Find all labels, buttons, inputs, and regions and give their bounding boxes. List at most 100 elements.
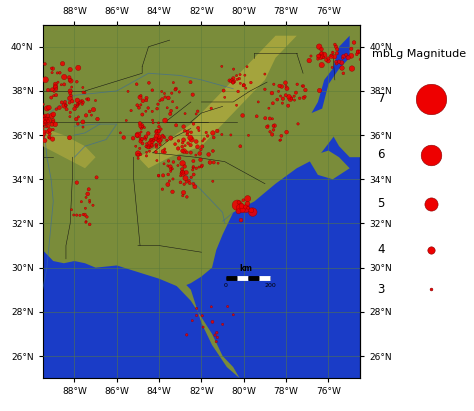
Point: [80, 89, 87, 96]
Point: [187, 79, 194, 85]
Point: [164, 163, 172, 169]
Point: [148, 141, 155, 148]
Point: [164, 104, 171, 111]
Point: [48, 121, 56, 128]
Point: [167, 135, 174, 141]
Point: [161, 94, 169, 100]
Point: [180, 123, 187, 130]
Text: 3: 3: [377, 283, 385, 296]
Point: [137, 92, 145, 99]
Point: [339, 55, 346, 62]
Point: [194, 108, 201, 115]
Point: [190, 158, 197, 164]
Point: [134, 151, 142, 158]
Point: [277, 93, 284, 99]
Point: [164, 181, 172, 188]
Point: [168, 90, 175, 97]
Point: [136, 145, 144, 152]
Point: [146, 140, 154, 146]
Point: [183, 194, 191, 200]
Point: [202, 129, 210, 136]
Point: [228, 76, 236, 83]
Point: [155, 134, 163, 140]
Point: [195, 127, 203, 134]
Point: [41, 120, 49, 126]
Point: [210, 134, 218, 141]
Point: [262, 115, 269, 122]
Point: [193, 305, 201, 312]
Point: [193, 312, 201, 319]
Point: [42, 76, 49, 83]
Point: [161, 134, 169, 141]
Polygon shape: [311, 58, 360, 157]
Point: [149, 120, 157, 126]
Point: [275, 88, 283, 95]
Point: [236, 75, 243, 82]
Point: [122, 117, 130, 124]
Point: [46, 131, 54, 137]
Point: [239, 197, 247, 203]
Point: [57, 81, 65, 88]
Point: [120, 134, 128, 141]
Point: [307, 53, 315, 59]
Point: [137, 151, 145, 158]
Point: [268, 131, 276, 138]
Point: [70, 212, 77, 218]
Point: [185, 178, 193, 184]
Point: [45, 123, 52, 129]
Point: [182, 169, 190, 176]
Point: [331, 53, 338, 60]
Point: [90, 106, 97, 113]
Point: [206, 159, 214, 166]
Text: 0: 0: [224, 283, 228, 288]
Point: [174, 162, 182, 169]
Point: [167, 166, 175, 173]
Point: [143, 141, 150, 147]
Point: [94, 116, 101, 122]
Point: [166, 163, 174, 170]
Point: [318, 50, 326, 57]
Point: [300, 83, 307, 90]
Point: [141, 124, 148, 131]
Point: [356, 56, 364, 63]
Point: [236, 71, 244, 78]
Point: [82, 194, 90, 201]
Point: [73, 179, 81, 186]
Point: [39, 134, 47, 140]
Point: [159, 186, 166, 192]
Text: 7: 7: [377, 92, 385, 105]
Point: [242, 85, 250, 92]
Point: [142, 136, 149, 143]
Point: [184, 140, 192, 146]
Point: [149, 139, 156, 145]
Point: [190, 120, 197, 127]
Point: [137, 123, 145, 129]
Point: [54, 69, 61, 76]
Point: [129, 135, 137, 141]
Point: [181, 127, 189, 134]
Point: [149, 136, 157, 143]
Point: [148, 87, 156, 94]
Point: [199, 324, 207, 330]
Point: [237, 80, 244, 87]
Point: [41, 115, 49, 122]
Point: [184, 129, 191, 135]
Point: [77, 98, 85, 104]
Point: [143, 95, 150, 101]
Point: [240, 82, 247, 89]
Point: [160, 161, 168, 167]
Point: [180, 136, 187, 143]
Point: [142, 134, 150, 140]
Point: [52, 83, 59, 89]
Point: [82, 112, 90, 119]
Point: [46, 135, 53, 141]
Point: [154, 101, 162, 108]
Point: [43, 116, 51, 122]
Text: mbLg Magnitude: mbLg Magnitude: [373, 49, 466, 59]
Point: [148, 108, 156, 115]
Point: [53, 106, 60, 113]
Point: [213, 329, 220, 336]
Point: [347, 53, 355, 59]
Point: [48, 113, 55, 119]
Point: [329, 49, 337, 56]
